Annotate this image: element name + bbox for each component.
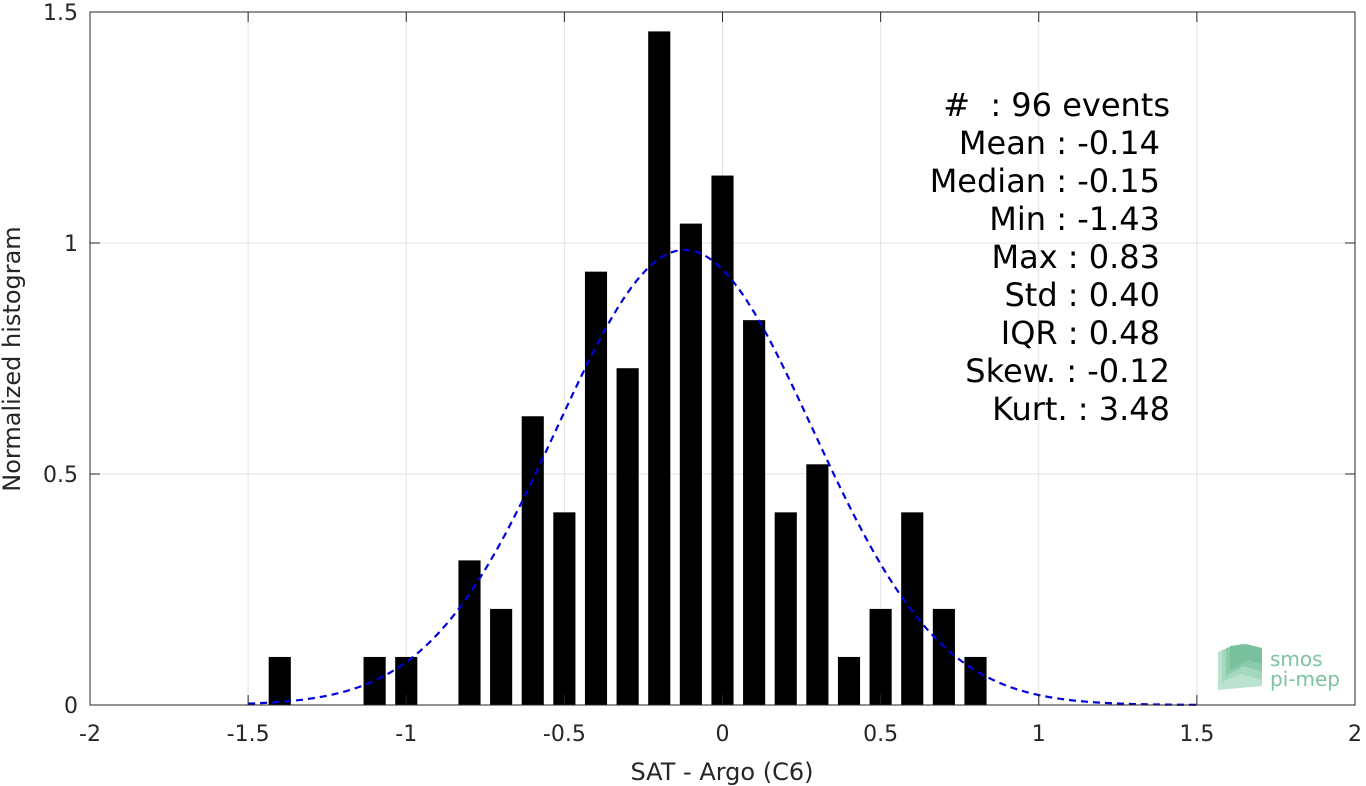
- bar-14: [806, 464, 829, 705]
- bar-12: [743, 320, 766, 705]
- stat-kurt: Kurt. : 3.48: [992, 390, 1170, 428]
- x-tick-label-8: 2: [1348, 722, 1362, 747]
- bar-8: [616, 368, 639, 705]
- x-tick-label-3: -0.5: [543, 722, 586, 747]
- logo-text-pimep: pi-mep: [1270, 667, 1340, 691]
- stats-annotation: # : 96 events Mean : -0.14 Median : -0.1…: [930, 86, 1170, 428]
- y-tick-label-0: 0: [64, 694, 78, 719]
- bar-2: [395, 656, 418, 705]
- bar-19: [964, 656, 987, 705]
- x-tick-label-7: 1.5: [1179, 722, 1214, 747]
- y-tick-label-3: 1.5: [43, 1, 78, 26]
- bar-series: [268, 31, 987, 706]
- logo-wave-icon: [1218, 644, 1262, 690]
- x-tick-label-5: 0.5: [863, 722, 898, 747]
- bar-11: [711, 175, 734, 706]
- stat-std: Std : 0.40: [1004, 276, 1160, 314]
- x-tick-label-0: -2: [79, 722, 101, 747]
- bar-18: [932, 608, 955, 705]
- stat-min: Min : -1.43: [989, 200, 1160, 238]
- smos-pi-mep-logo: smos pi-mep: [1218, 644, 1340, 691]
- stat-mean: Mean : -0.14: [959, 124, 1160, 162]
- bar-0: [268, 656, 291, 705]
- x-tick-label-1: -1.5: [227, 722, 270, 747]
- y-axis-label: Normalized histogram: [0, 226, 26, 491]
- bar-9: [648, 31, 671, 706]
- stat-skew: Skew. : -0.12: [965, 352, 1170, 390]
- bar-7: [584, 271, 608, 705]
- logo-text-smos: smos: [1270, 647, 1323, 671]
- bar-16: [869, 608, 892, 705]
- x-tick-label-6: 1: [1032, 722, 1046, 747]
- bar-17: [901, 512, 924, 705]
- x-tick-label-2: -1: [395, 722, 417, 747]
- tick-labels: -2 -1.5 -1 -0.5 0 0.5 1 1.5 2 0 0.5 1 1.5: [43, 1, 1362, 747]
- bar-10: [679, 223, 702, 705]
- bar-5: [521, 416, 544, 705]
- bar-6: [553, 512, 576, 705]
- axis-ticks: [89, 11, 1356, 706]
- stat-median: Median : -0.15: [930, 162, 1160, 200]
- x-tick-label-4: 0: [716, 722, 730, 747]
- bar-1: [363, 656, 386, 705]
- y-tick-label-2: 1: [64, 232, 78, 257]
- bar-3: [458, 560, 481, 705]
- bar-13: [774, 512, 797, 705]
- stat-max: Max : 0.83: [991, 238, 1160, 276]
- bar-4: [490, 608, 513, 705]
- x-axis-label: SAT - Argo (C6): [631, 758, 814, 786]
- y-tick-label-1: 0.5: [43, 463, 78, 488]
- stat-count: # : 96 events: [943, 86, 1170, 124]
- bar-15: [837, 656, 861, 705]
- stat-iqr: IQR : 0.48: [1001, 314, 1160, 352]
